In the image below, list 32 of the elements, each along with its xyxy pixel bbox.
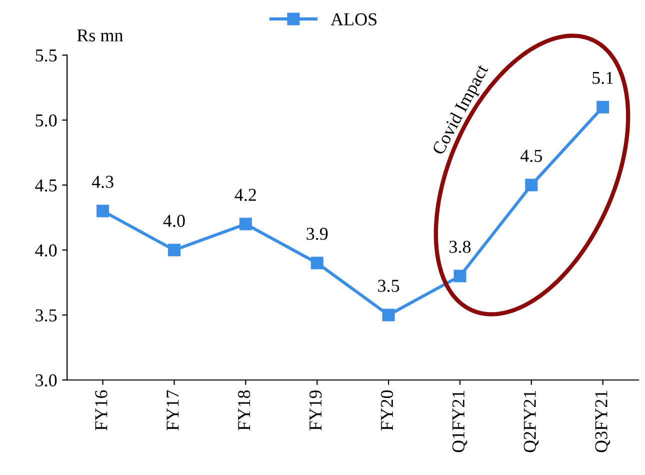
y-tick-label: 3.5	[36, 309, 57, 322]
data-label: 4.0	[163, 214, 185, 228]
x-tick-label: Q3FY21	[595, 390, 610, 452]
point	[382, 308, 395, 322]
y-tick-label: 5.0	[36, 114, 57, 127]
x-tick-label: FY20	[380, 390, 394, 430]
x-tick-label: FY16	[95, 390, 108, 430]
data-label: 5.1	[592, 72, 614, 84]
x-tick-label: FY17	[166, 390, 179, 430]
point	[168, 244, 180, 256]
y-tick-label: 4.5	[35, 179, 57, 192]
point	[596, 100, 610, 114]
point	[454, 270, 466, 282]
data-label: 3.9	[306, 228, 328, 240]
x-tick-label: FY19	[309, 390, 322, 430]
x-tick-label: Q1FY21	[452, 390, 468, 452]
y-tick-label: 3.0	[36, 374, 57, 387]
data-label: 4.3	[92, 176, 114, 188]
point	[525, 178, 538, 192]
data-label: 3.8	[450, 240, 471, 253]
data-label: 4.5	[520, 150, 542, 162]
legend-label: ALOS	[330, 13, 376, 26]
point	[96, 204, 110, 218]
y-tick-label: 4.0	[35, 244, 57, 257]
data-label: 4.2	[234, 188, 256, 202]
x-tick-label: Q2FY21	[524, 390, 539, 452]
y-tick-label: 5.5	[36, 50, 57, 62]
point	[239, 218, 252, 230]
x-tick-label: FY18	[238, 390, 250, 430]
y-axis-title: Rs mn	[77, 29, 124, 42]
data-label: 3.5	[378, 280, 400, 292]
point	[310, 256, 324, 270]
